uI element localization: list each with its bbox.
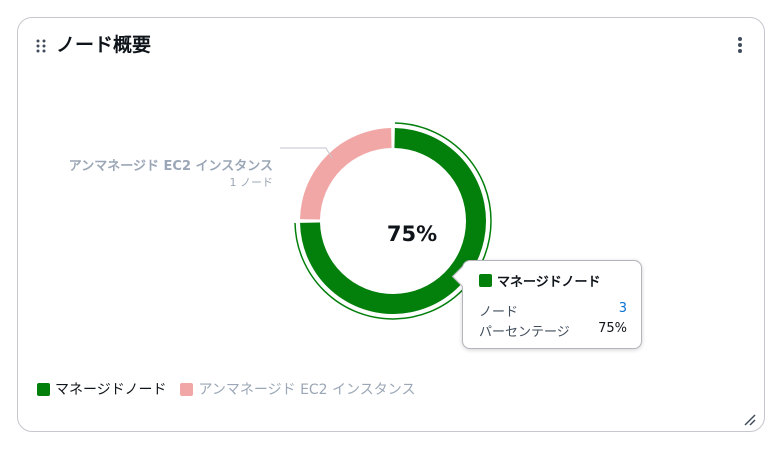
tooltip-title: マネージドノード	[479, 271, 600, 290]
chart-legend: マネージドノード アンマネージド EC2 インスタンス	[37, 379, 429, 399]
legend-label: マネージドノード	[55, 382, 167, 398]
tooltip-swatch	[479, 274, 492, 287]
legend-label: アンマネージド EC2 インスタンス	[198, 382, 416, 398]
more-actions-icon[interactable]	[730, 34, 750, 56]
tooltip-row-value-link[interactable]: 3	[618, 301, 627, 316]
widget-title: ノード概要	[56, 34, 152, 56]
tooltip-row-key: ノード	[479, 305, 519, 320]
legend-swatch	[180, 382, 194, 396]
legend-item-managed[interactable]: マネージドノード	[37, 379, 166, 399]
callout-sublabel: 1 ノード	[229, 176, 274, 189]
tooltip-title-text: マネージドノード	[497, 275, 601, 290]
legend-item-unmanaged[interactable]: アンマネージド EC2 インスタンス	[180, 379, 415, 399]
tooltip-row-key: パーセンテージ	[479, 325, 570, 340]
callout-label: アンマネージド EC2 インスタンス	[68, 159, 273, 174]
donut-center-value: 75%	[386, 222, 438, 246]
drag-handle-icon[interactable]	[36, 39, 46, 53]
tooltip-row-value: 75%	[598, 321, 627, 336]
tooltip-row-nodes: ノード 3	[479, 301, 627, 320]
legend-swatch	[37, 382, 50, 396]
node-summary-widget: ノード概要 アンマネージド EC2 インスタンス 1 ノード 75% マネージド…	[17, 17, 765, 432]
resize-handle-icon[interactable]	[744, 411, 756, 426]
chart-tooltip: マネージドノード ノード 3 パーセンテージ 75%	[451, 260, 642, 349]
donut-segment-1[interactable]	[300, 128, 392, 220]
callout-leader-line	[280, 147, 333, 159]
tooltip-row-percentage: パーセンテージ 75%	[479, 321, 627, 340]
